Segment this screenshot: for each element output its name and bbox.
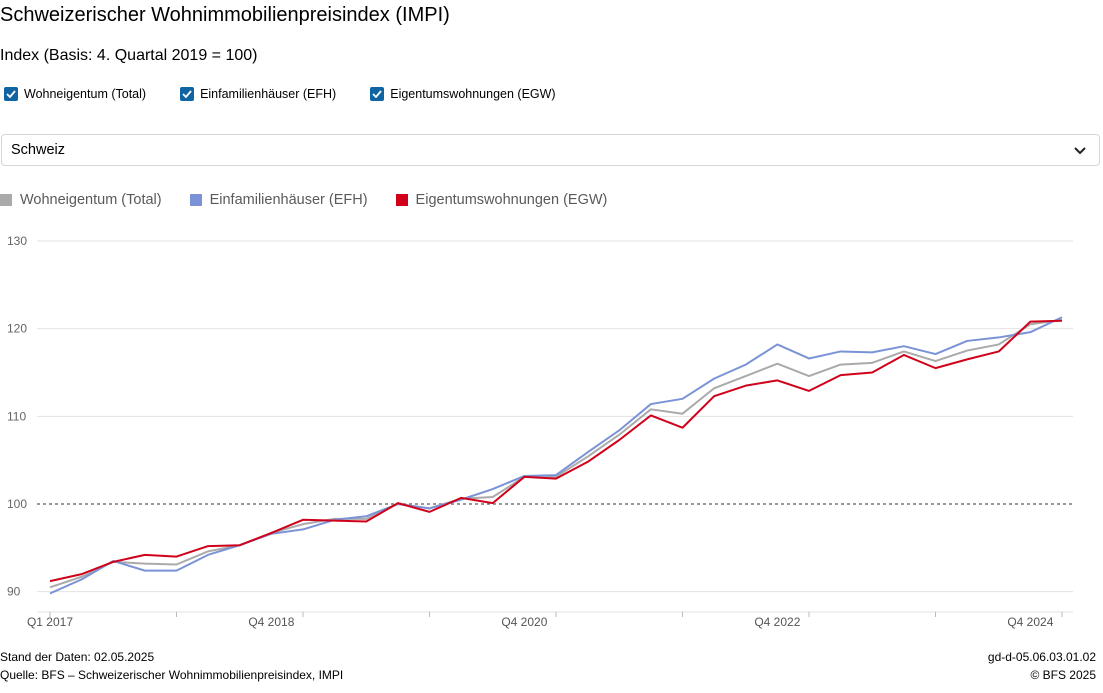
checkbox-einfamilienhaeuser[interactable]: Einfamilienhäuser (EFH): [180, 87, 336, 101]
legend-swatch: [0, 194, 12, 206]
line-chart: 90 100 110 120 130 Q1 2017 Q4 2018 Q4 2020 Q4 20…: [7, 234, 1073, 629]
chart-code: gd-d-05.06.03.01.02: [987, 650, 1096, 664]
region-select-value: Schweiz: [11, 142, 65, 158]
y-tick-label: 100: [7, 497, 27, 511]
series-filter-checkboxes: Wohneigentum (Total) Einfamilienhäuser (…: [4, 87, 590, 101]
x-tick-label: Q4 2020: [501, 615, 547, 629]
legend-item-efh[interactable]: Einfamilienhäuser (EFH): [189, 192, 368, 208]
checkbox-checked-icon: [4, 87, 18, 101]
chevron-down-icon: [1073, 143, 1087, 161]
legend-swatch: [189, 194, 202, 206]
chart-title: Schweizerischer Wohnimmobilienpreisindex…: [0, 4, 450, 26]
x-tick-label: Q1 2017: [27, 615, 73, 629]
x-tick-label: Q4 2018: [248, 615, 294, 629]
y-tick-label: 90: [7, 585, 21, 599]
x-tick-label: Q4 2022: [754, 615, 800, 629]
data-date-note: Stand der Daten: 02.05.2025: [0, 650, 155, 664]
y-tick-label: 120: [7, 322, 27, 336]
checkbox-checked-icon: [370, 87, 385, 101]
checkbox-label: Eigentumswohnungen (EGW): [390, 87, 556, 101]
copyright-note: © BFS 2025: [1030, 668, 1096, 682]
legend-item-total[interactable]: Wohneigentum (Total): [0, 192, 162, 208]
legend-label: Einfamilienhäuser (EFH): [209, 192, 368, 208]
series-line-egw: [49, 319, 1063, 583]
chart-subtitle: Index (Basis: 4. Quartal 2019 = 100): [0, 47, 258, 64]
checkbox-eigentumswohnungen[interactable]: Eigentumswohnungen (EGW): [370, 87, 556, 101]
series-line-total: [49, 318, 1063, 589]
checkbox-wohneigentum-total[interactable]: Wohneigentum (Total): [4, 87, 146, 101]
y-tick-label: 110: [7, 409, 26, 423]
series-line-efh: [49, 316, 1063, 595]
chart-legend: Wohneigentum (Total) Einfamilienhäuser (…: [0, 192, 635, 208]
checkbox-checked-icon: [180, 87, 195, 101]
x-tick-label: Q4 2024: [1007, 615, 1053, 629]
y-tick-label: 130: [7, 234, 27, 248]
legend-swatch: [395, 194, 408, 206]
region-select[interactable]: Schweiz: [1, 134, 1100, 166]
checkbox-label: Einfamilienhäuser (EFH): [200, 87, 337, 101]
legend-label: Wohneigentum (Total): [20, 192, 162, 208]
legend-item-egw[interactable]: Eigentumswohnungen (EGW): [395, 192, 608, 208]
checkbox-label: Wohneigentum (Total): [24, 87, 147, 101]
source-note: Quelle: BFS – Schweizerischer Wohnimmobi…: [0, 668, 344, 682]
legend-label: Eigentumswohnungen (EGW): [415, 192, 608, 208]
